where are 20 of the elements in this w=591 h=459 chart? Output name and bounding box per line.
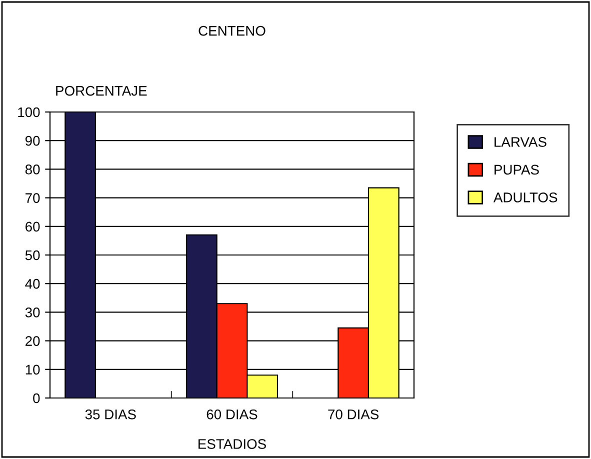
chart-title: CENTENO [198,26,266,36]
legend-label: ADULTOS [493,192,558,202]
y-tick-label: 0 [33,393,40,404]
y-tick-label: 30 [25,308,40,318]
legend-label: PUPAS [494,164,539,175]
x-axis-title: ESTADIOS [198,439,266,449]
y-tick-label: 60 [26,222,40,232]
y-axis-title: PORCENTAJE [56,86,147,96]
x-tick-label: 60 DIAS [206,409,258,420]
y-tick-label: 100 [18,107,40,118]
y-tick-label: 70 [26,193,40,203]
y-tick-label: 10 [26,364,40,375]
y-tick-label: 90 [25,136,40,146]
y-tick-label: 50 [25,250,40,260]
legend-label: LARVAS [494,137,546,147]
x-tick-label: 70 DIAS [328,409,379,420]
y-tick-label: 20 [26,336,40,346]
y-tick-label: 40 [25,278,40,289]
x-tick-label: 35 DIAS [85,409,136,420]
y-tick-label: 80 [25,164,40,174]
